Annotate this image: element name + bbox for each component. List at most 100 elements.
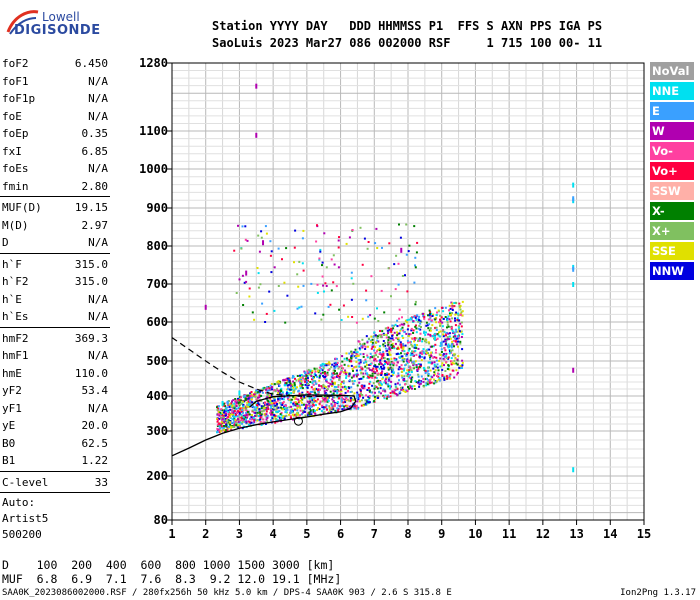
echo-dot xyxy=(242,304,245,306)
echo-dot xyxy=(417,367,420,370)
echo-dot xyxy=(222,404,225,407)
y-tick-label: 500 xyxy=(146,354,168,368)
echo-dot xyxy=(252,394,255,397)
echo-dot xyxy=(391,370,394,373)
echo-dot xyxy=(277,399,280,402)
echo-dot xyxy=(449,307,452,310)
param-row: yE 20.0 xyxy=(0,417,112,435)
echo-dot xyxy=(243,418,246,421)
echo-dot xyxy=(317,390,320,393)
echo-dot xyxy=(432,367,435,370)
param-name: fxI xyxy=(2,144,22,158)
echo-dot xyxy=(299,409,302,412)
echo-dot xyxy=(298,379,300,382)
echo-dot xyxy=(240,402,243,405)
echo-dot xyxy=(216,427,219,430)
echo-dot xyxy=(323,387,326,390)
echo-dot xyxy=(356,355,359,357)
echo-dot xyxy=(241,274,244,277)
param-row: foE N/A xyxy=(0,108,112,126)
echo-dot xyxy=(286,388,289,391)
echo-dot xyxy=(403,375,406,378)
echo-dot xyxy=(373,395,376,398)
echo-dot xyxy=(374,385,377,388)
echo-dot xyxy=(380,383,383,386)
echo-dot xyxy=(250,393,253,396)
echo-dot xyxy=(382,345,385,348)
x-tick-label: 15 xyxy=(637,527,651,541)
echo-dot xyxy=(375,376,378,379)
echo-dot xyxy=(332,369,335,372)
echo-dot xyxy=(334,409,337,412)
y-tick-label: 1100 xyxy=(139,124,168,138)
echo-dot xyxy=(410,378,413,381)
echo-dot xyxy=(341,404,344,407)
echo-dot xyxy=(387,326,390,329)
echo-dot xyxy=(324,400,327,403)
echo-dot xyxy=(304,383,307,386)
echo-dot xyxy=(376,387,379,390)
echo-dot xyxy=(301,383,304,386)
echo-dot xyxy=(299,387,302,390)
echo-dot xyxy=(242,404,245,406)
echo-dot xyxy=(350,376,353,379)
echo-dot xyxy=(437,334,440,337)
echo-dot xyxy=(451,329,454,332)
echo-dot xyxy=(291,413,294,416)
echo-dot xyxy=(387,336,390,339)
echo-dot xyxy=(308,401,311,404)
echo-dot xyxy=(370,391,373,394)
echo-dot xyxy=(216,406,218,409)
echo-dot xyxy=(404,319,407,322)
echo-dot xyxy=(293,385,296,388)
echo-dot xyxy=(435,348,437,351)
echo-dot xyxy=(448,332,451,335)
echo-dot xyxy=(241,420,244,423)
echo-dot xyxy=(444,338,447,341)
echo-dot xyxy=(392,368,395,371)
echo-dot xyxy=(229,420,232,422)
echo-dot xyxy=(372,335,375,338)
echo-dot xyxy=(238,411,241,413)
echo-dot xyxy=(309,369,312,372)
echo-dot xyxy=(338,308,341,311)
echo-dot xyxy=(332,254,335,257)
echo-dot xyxy=(344,401,347,403)
echo-dot xyxy=(385,333,388,336)
echo-dot xyxy=(233,426,236,428)
echo-dot xyxy=(376,247,379,249)
echo-dot xyxy=(419,352,422,354)
echo-dot xyxy=(390,380,393,383)
echo-dot xyxy=(429,312,431,315)
echo-dot xyxy=(459,364,462,367)
echo-dot xyxy=(273,266,276,269)
echo-dot xyxy=(332,400,335,402)
echo-dot xyxy=(414,316,417,319)
echo-dot xyxy=(439,365,442,368)
param-value: 2.97 xyxy=(81,218,109,232)
echo-dot xyxy=(323,290,325,293)
echo-dot xyxy=(227,400,230,402)
echo-dot xyxy=(309,390,312,393)
echo-dot xyxy=(361,377,364,380)
echo-dot xyxy=(271,386,273,389)
echo-dot xyxy=(346,390,349,393)
echo-dot xyxy=(457,325,460,328)
echo-point-w xyxy=(572,367,575,373)
echo-dot xyxy=(400,355,403,358)
echo-dot xyxy=(265,413,268,416)
echo-dot xyxy=(367,241,370,243)
echo-dot xyxy=(368,391,371,393)
echo-dot xyxy=(250,400,253,403)
echo-dot xyxy=(396,325,399,328)
echo-dot xyxy=(374,358,377,361)
echo-dot xyxy=(398,308,401,311)
echo-dot xyxy=(227,427,230,430)
echo-dot xyxy=(299,381,301,384)
echo-dot xyxy=(326,371,329,374)
echo-dot xyxy=(366,345,369,348)
x-tick-label: 6 xyxy=(337,527,344,541)
echo-dot xyxy=(446,323,449,326)
echo-dot xyxy=(259,418,262,421)
echo-dot xyxy=(400,352,402,355)
